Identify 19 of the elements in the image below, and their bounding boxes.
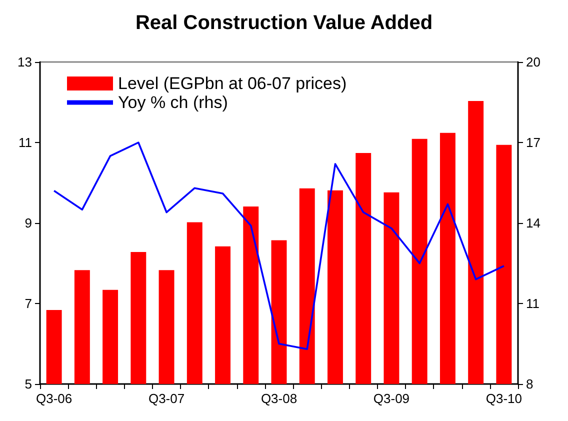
line-series	[53, 142, 505, 350]
y2-tick-label: 11	[526, 296, 540, 311]
x-tick-label: Q3-08	[260, 391, 298, 406]
y2-tick-label: 17	[526, 135, 540, 150]
y-tick-label: 5	[24, 376, 32, 392]
y-tick-label: 7	[24, 296, 32, 311]
y2-tick-label: 14	[526, 216, 540, 230]
y-tick-label: 9	[24, 216, 32, 230]
x-tick-label: Q3-10	[486, 391, 522, 406]
legend-label: Level (EGPbn at 06-07 prices)	[118, 74, 347, 93]
chart-title: Real Construction Value Added	[135, 12, 433, 34]
y-tick-label: 13	[18, 54, 32, 70]
x-tick-label: Q3-07	[148, 391, 185, 406]
y-tick-label: 11	[18, 135, 32, 150]
y2-tick-label: 8	[526, 376, 534, 392]
y2-tick-label: 20	[526, 54, 540, 70]
x-tick-label: Q3-06	[36, 391, 72, 406]
legend-label: Yoy % ch (rhs)	[118, 93, 228, 112]
x-tick-label: Q3-09	[373, 391, 410, 406]
